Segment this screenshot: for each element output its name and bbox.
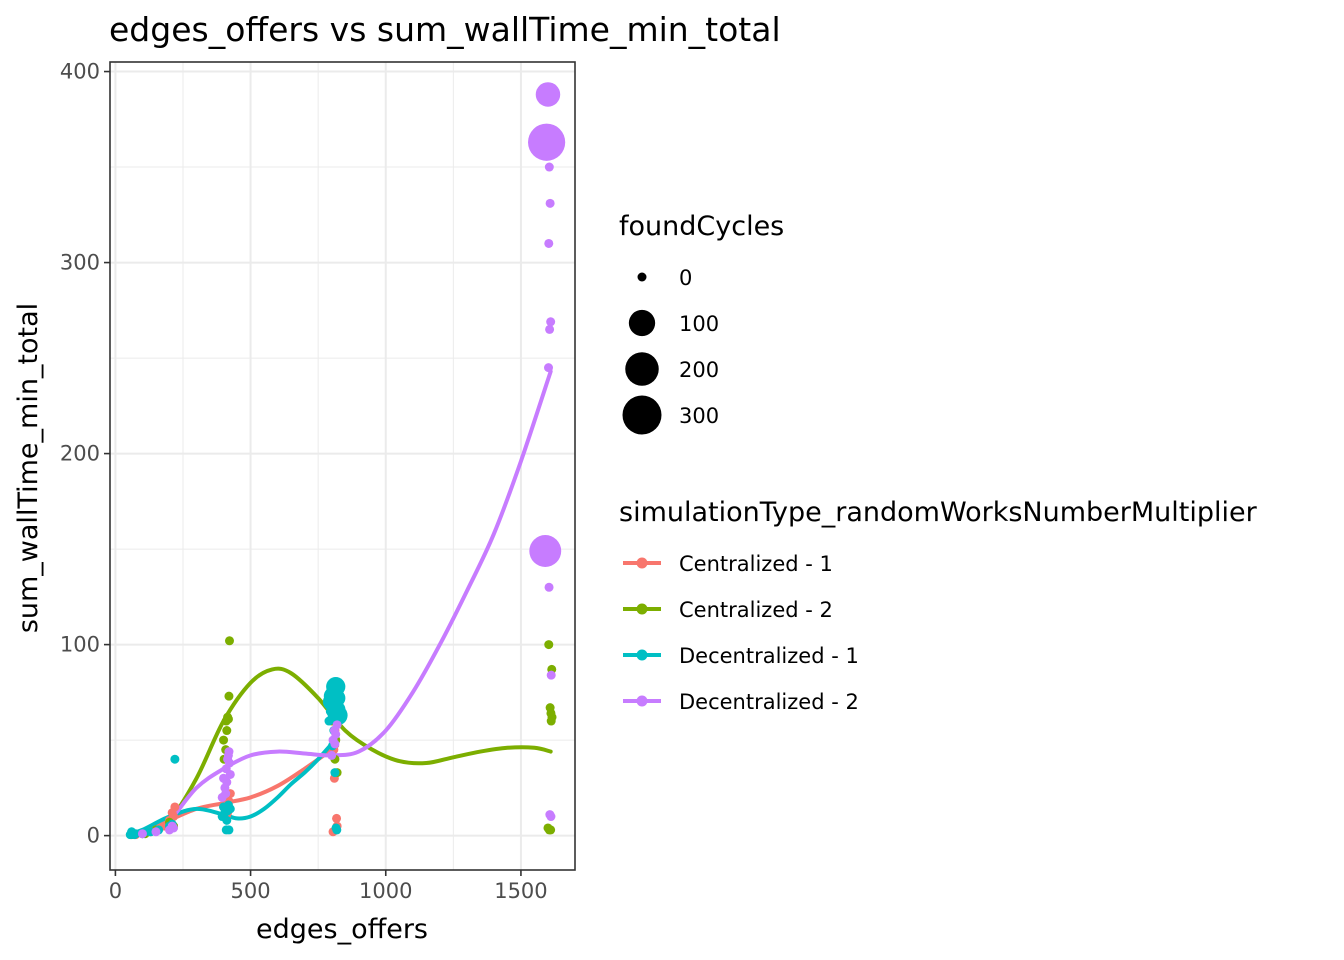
color-legend-label: Centralized - 1 — [679, 552, 833, 576]
x-axis: 0 500 1000 1500 — [109, 870, 548, 903]
x-tick-label: 0 — [109, 879, 122, 903]
color-legend-label: Decentralized - 1 — [679, 644, 859, 668]
color-legend-label: Centralized - 2 — [679, 598, 833, 622]
data-points — [125, 82, 566, 840]
data-point — [546, 825, 556, 835]
y-axis: 0 100 200 300 400 — [60, 60, 110, 848]
smooth-line — [143, 666, 553, 836]
data-point — [544, 162, 554, 172]
data-point — [529, 535, 562, 567]
data-point — [330, 768, 340, 778]
data-point — [151, 827, 161, 837]
data-point — [221, 789, 231, 799]
data-point — [131, 829, 141, 839]
y-tick-label: 100 — [60, 633, 100, 657]
data-point — [137, 829, 147, 839]
color-legend-dot — [636, 695, 648, 707]
y-tick-label: 300 — [60, 251, 100, 275]
data-point — [544, 640, 554, 650]
size-legend-key — [637, 272, 647, 282]
data-point — [224, 636, 234, 646]
data-point — [327, 705, 348, 726]
data-point — [219, 735, 229, 745]
data-point — [332, 825, 342, 835]
data-point — [222, 815, 232, 825]
data-point — [546, 812, 556, 822]
color-legend-title: simulationType_randomWorksNumberMultipli… — [619, 497, 1258, 528]
data-point — [169, 823, 179, 833]
smooth-line — [145, 369, 553, 836]
size-legend: foundCycles 0 100 200 300 — [619, 211, 784, 435]
data-point — [223, 714, 233, 724]
data-point — [327, 750, 337, 760]
chart-title: edges_offers vs sum_wallTime_min_total — [109, 10, 781, 49]
data-point — [544, 582, 554, 592]
data-point — [224, 758, 234, 768]
data-point — [544, 363, 554, 373]
plot-panel — [109, 61, 576, 871]
color-legend-dot — [636, 649, 648, 661]
y-axis-label: sum_wallTime_min_total — [13, 303, 44, 633]
data-point — [544, 238, 554, 248]
size-legend-label: 0 — [679, 266, 692, 290]
data-point — [332, 813, 342, 823]
size-legend-title: foundCycles — [619, 211, 784, 242]
data-point — [546, 670, 556, 680]
x-tick-label: 1000 — [359, 879, 412, 903]
data-point — [545, 324, 555, 334]
color-legend-dot — [636, 603, 648, 615]
data-point — [546, 317, 556, 327]
data-point — [546, 708, 556, 718]
x-tick-label: 1500 — [494, 879, 547, 903]
grid-minor — [110, 62, 575, 870]
size-legend-label: 300 — [679, 404, 719, 428]
data-point — [170, 802, 180, 812]
data-point — [225, 769, 235, 779]
data-point — [331, 729, 341, 739]
data-point — [224, 691, 234, 701]
data-point — [223, 800, 233, 810]
y-tick-label: 200 — [60, 442, 100, 466]
panel-background — [110, 62, 575, 870]
size-legend-label: 200 — [679, 358, 719, 382]
size-legend-key — [622, 395, 662, 435]
color-legend-dot — [636, 557, 648, 569]
data-point — [332, 720, 342, 730]
x-tick-label: 500 — [231, 879, 271, 903]
data-point — [535, 82, 561, 107]
data-point — [224, 747, 234, 757]
color-legend: simulationType_randomWorksNumberMultipli… — [619, 497, 1258, 714]
data-point — [222, 726, 232, 736]
panel-border — [109, 61, 576, 871]
data-point — [528, 123, 566, 161]
data-point — [170, 754, 180, 764]
size-legend-key — [625, 352, 659, 386]
size-legend-key — [628, 309, 656, 337]
color-legend-label: Decentralized - 2 — [679, 690, 859, 714]
y-tick-label: 0 — [87, 824, 100, 848]
y-tick-label: 400 — [60, 60, 100, 84]
data-point — [224, 825, 234, 835]
size-legend-label: 100 — [679, 312, 719, 336]
data-point — [330, 739, 340, 749]
data-point — [222, 777, 232, 787]
x-axis-label: edges_offers — [256, 914, 428, 945]
data-point — [545, 198, 555, 208]
